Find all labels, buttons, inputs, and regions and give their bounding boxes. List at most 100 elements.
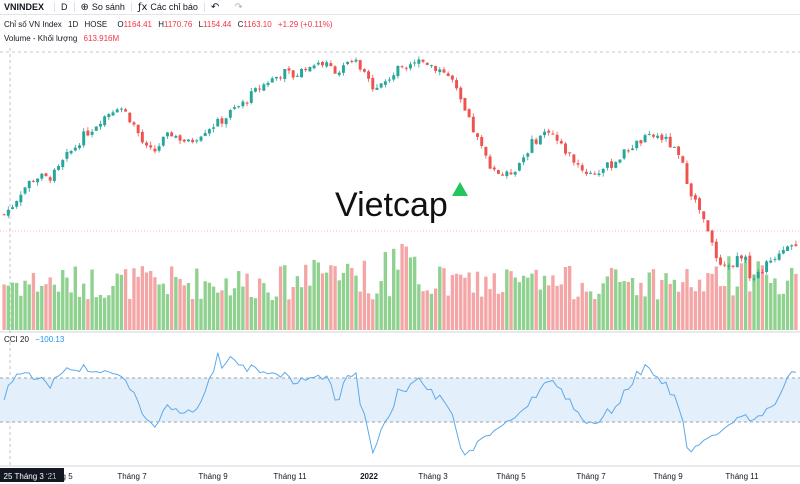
volume-bar (102, 297, 107, 330)
volume-bar (94, 297, 98, 330)
legend-l: L1154.44 (198, 20, 232, 29)
candle-body (94, 126, 98, 131)
volume-bar (459, 274, 463, 330)
volume-bar (136, 276, 140, 330)
candle-body (434, 66, 438, 71)
volume-bar (727, 256, 731, 330)
candle-body (593, 173, 597, 175)
candle-body (794, 244, 798, 246)
candle-body (576, 163, 580, 165)
volume-bar (82, 283, 86, 330)
candle-body (270, 78, 274, 83)
candle-body (2, 214, 6, 216)
volume-bar (626, 281, 631, 330)
volume-bar (270, 299, 274, 330)
candle-body (145, 142, 149, 146)
candle-body (253, 88, 257, 92)
candle-body (496, 170, 500, 174)
chart-toolbar: VNINDEX D ⊕ So sánh ƒx Các chỉ báo ↶ ↷ (0, 0, 800, 15)
volume-bar (446, 295, 450, 330)
volume-bar (224, 278, 228, 330)
legend-interval: 1D (68, 20, 79, 29)
volume-bar (203, 281, 207, 330)
candle-body (631, 148, 634, 151)
candle-body (178, 135, 182, 141)
volume-bar (195, 268, 199, 330)
volume-bar (304, 264, 308, 330)
volume-bar (249, 296, 253, 330)
volume-bar (2, 284, 6, 330)
volume-bar (756, 261, 760, 330)
volume-bar (618, 282, 622, 330)
candle-body (404, 67, 408, 69)
time-axis-tick-label: Tháng 5 (43, 472, 73, 481)
volume-bar (794, 273, 798, 330)
volume-bar (325, 272, 329, 330)
candle-body (140, 131, 144, 143)
time-axis-cursor-label: 25 Tháng 3 '21 (4, 472, 58, 481)
undo-button[interactable]: ↶ (205, 0, 228, 14)
volume-bar (387, 296, 392, 330)
volume-bar (232, 288, 237, 330)
volume-bar (748, 291, 752, 330)
volume-bar (601, 283, 605, 330)
volume-bar (375, 293, 379, 330)
compare-label: So sánh (91, 2, 125, 12)
indicators-button[interactable]: ƒx Các chỉ báo (132, 0, 204, 14)
volume-bar (555, 285, 559, 330)
candle-body (379, 83, 383, 88)
candle-body (388, 79, 391, 81)
volume-bar (681, 282, 685, 330)
candle-body (82, 131, 86, 146)
volume-bar (44, 284, 48, 330)
candle-body (438, 69, 442, 73)
candle-body (760, 272, 764, 274)
volume-bar (350, 268, 354, 330)
volume-bar (149, 270, 153, 330)
volume-bar (639, 282, 643, 330)
candle-body (698, 198, 702, 210)
candle-body (61, 160, 65, 168)
candle-body (429, 65, 433, 67)
volume-bar (383, 251, 388, 330)
volume-bar (509, 271, 513, 330)
candle-body (241, 101, 245, 107)
volume-bar (52, 284, 57, 330)
volume-bar (199, 298, 203, 330)
candle-body (689, 183, 693, 197)
candle-body (509, 172, 513, 175)
redo-button[interactable]: ↷ (228, 0, 251, 14)
volume-legend: Volume - Khối lượng 613.916M (4, 34, 119, 43)
symbol-search-button[interactable]: VNINDEX (0, 0, 54, 14)
volume-bar (412, 256, 417, 330)
interval-button[interactable]: D (55, 0, 74, 14)
volume-bar (706, 273, 710, 330)
candle-body (501, 174, 505, 176)
candle-body (316, 62, 320, 65)
candle-body (534, 139, 538, 144)
candle-body (601, 169, 605, 173)
candle-body (450, 75, 454, 80)
volume-bar (480, 296, 484, 330)
volume-bar (605, 276, 610, 330)
candle-body (396, 65, 400, 77)
volume-bar (790, 267, 794, 330)
volume-bar (614, 269, 618, 330)
legend-h: H1170.76 (158, 20, 193, 29)
volume-bar (693, 291, 698, 330)
compare-button[interactable]: ⊕ So sánh (75, 0, 131, 14)
volume-bar (48, 277, 52, 330)
candle-body (492, 167, 496, 170)
candle-body (568, 152, 572, 154)
candle-body (44, 173, 48, 176)
candle-body (572, 154, 576, 163)
volume-bar (547, 285, 551, 330)
candle-body (333, 66, 337, 74)
candle-body (538, 135, 542, 145)
candlesticks (2, 56, 798, 282)
candle-body (203, 133, 207, 136)
volume-bar (777, 294, 781, 330)
candle-body (128, 112, 132, 123)
volume-bar (471, 292, 475, 330)
